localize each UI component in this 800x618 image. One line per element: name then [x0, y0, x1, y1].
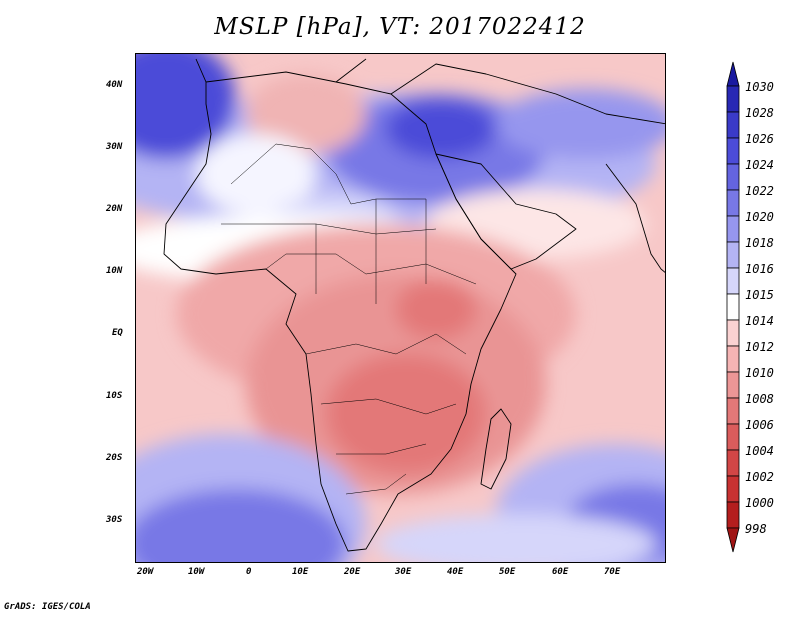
lon-tick-label: 40E	[447, 567, 464, 577]
lon-tick-label: 10E	[292, 567, 309, 577]
colorbar-swatch	[726, 241, 740, 269]
lat-tick-label: 40N	[106, 80, 123, 90]
colorbar-min-arrow	[726, 527, 740, 553]
arabia-coastline	[435, 153, 577, 270]
colorbar-swatch	[726, 85, 740, 113]
lon-tick-label: 0	[246, 567, 252, 577]
colorbar-label: 1002	[745, 470, 774, 484]
lon-tick-label: 60E	[552, 567, 569, 577]
lon-tick-label: 70E	[604, 567, 621, 577]
lat-tick-label: 10S	[106, 391, 123, 401]
map-panel[interactable]	[135, 53, 666, 563]
lon-tick-label: 10W	[188, 567, 205, 577]
colorbar	[726, 61, 740, 553]
colorbar-swatch	[726, 319, 740, 347]
colorbar-label: 1020	[745, 210, 774, 224]
pressure-field	[136, 54, 665, 562]
colorbar-swatch	[726, 189, 740, 217]
lon-tick-label: 20W	[137, 567, 154, 577]
lat-tick-label: 10N	[106, 266, 123, 276]
colorbar-swatch	[726, 111, 740, 139]
lat-tick-label: 30N	[106, 142, 123, 152]
colorbar-swatch	[726, 371, 740, 399]
colorbar-swatch	[726, 163, 740, 191]
country-borders	[221, 143, 477, 495]
coastlines	[163, 58, 665, 552]
colorbar-label: 1026	[745, 132, 774, 146]
colorbar-label: 1030	[745, 80, 774, 94]
colorbar-label: 1018	[745, 236, 774, 250]
lat-tick-label: 30S	[106, 515, 123, 525]
lat-tick-label: 20S	[106, 453, 123, 463]
lon-tick-label: 50E	[499, 567, 516, 577]
map-title: MSLP [hPa], VT: 2017022412	[214, 14, 586, 40]
colorbar-swatch	[726, 293, 740, 321]
colorbar-max-arrow	[726, 61, 740, 87]
colorbar-label: 1028	[745, 106, 774, 120]
colorbar-label: 1004	[745, 444, 774, 458]
lat-tick-label: EQ	[112, 328, 123, 338]
colorbar-label: 998	[745, 522, 767, 536]
colorbar-swatch	[726, 137, 740, 165]
lon-tick-label: 20E	[344, 567, 361, 577]
grads-credit: GrADS: IGES/COLA	[4, 602, 91, 612]
colorbar-label: 1016	[745, 262, 774, 276]
colorbar-label: 1008	[745, 392, 774, 406]
colorbar-swatch	[726, 475, 740, 503]
madagascar-coastline	[480, 408, 512, 490]
colorbar-label: 1010	[745, 366, 774, 380]
colorbar-label: 1024	[745, 158, 774, 172]
europe-coastline	[195, 58, 665, 125]
colorbar-swatch	[726, 345, 740, 373]
colorbar-swatch	[726, 215, 740, 243]
colorbar-swatch	[726, 267, 740, 295]
colorbar-swatch	[726, 501, 740, 529]
colorbar-label: 1012	[745, 340, 774, 354]
colorbar-swatch	[726, 423, 740, 451]
india-coastline	[605, 163, 665, 273]
colorbar-label: 1022	[745, 184, 774, 198]
colorbar-label: 1015	[745, 288, 774, 302]
lon-tick-label: 30E	[395, 567, 412, 577]
colorbar-label: 1014	[745, 314, 774, 328]
lat-tick-label: 20N	[106, 204, 123, 214]
colorbar-swatch	[726, 449, 740, 477]
colorbar-label: 1000	[745, 496, 774, 510]
colorbar-swatch	[726, 397, 740, 425]
colorbar-label: 1006	[745, 418, 774, 432]
